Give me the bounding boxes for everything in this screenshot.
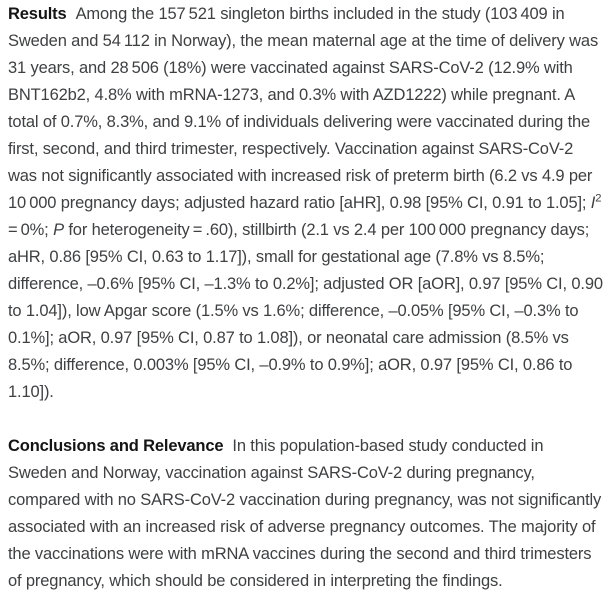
text-segment: Among the 157 521 singleton births inclu… <box>8 5 599 212</box>
text-segment: P <box>53 221 64 239</box>
text-segment: = 0%; <box>8 194 605 239</box>
text-segment: for heterogeneity = .60), stillbirth (2.… <box>8 221 603 401</box>
text-segment: 2 <box>595 192 602 205</box>
conclusions-section-text: In this population-based study conducted… <box>8 437 601 590</box>
results-section: Results Among the 157 521 singleton birth… <box>8 1 606 406</box>
conclusions-section: Conclusions and Relevance In this populat… <box>8 433 606 595</box>
text-segment: In this population-based study conducted… <box>8 437 602 590</box>
conclusions-section-label: Conclusions and Relevance <box>8 437 224 455</box>
text-segment: I <box>590 194 596 212</box>
results-section-text: Among the 157 521 singleton births inclu… <box>8 5 604 401</box>
results-section-label: Results <box>8 5 67 23</box>
